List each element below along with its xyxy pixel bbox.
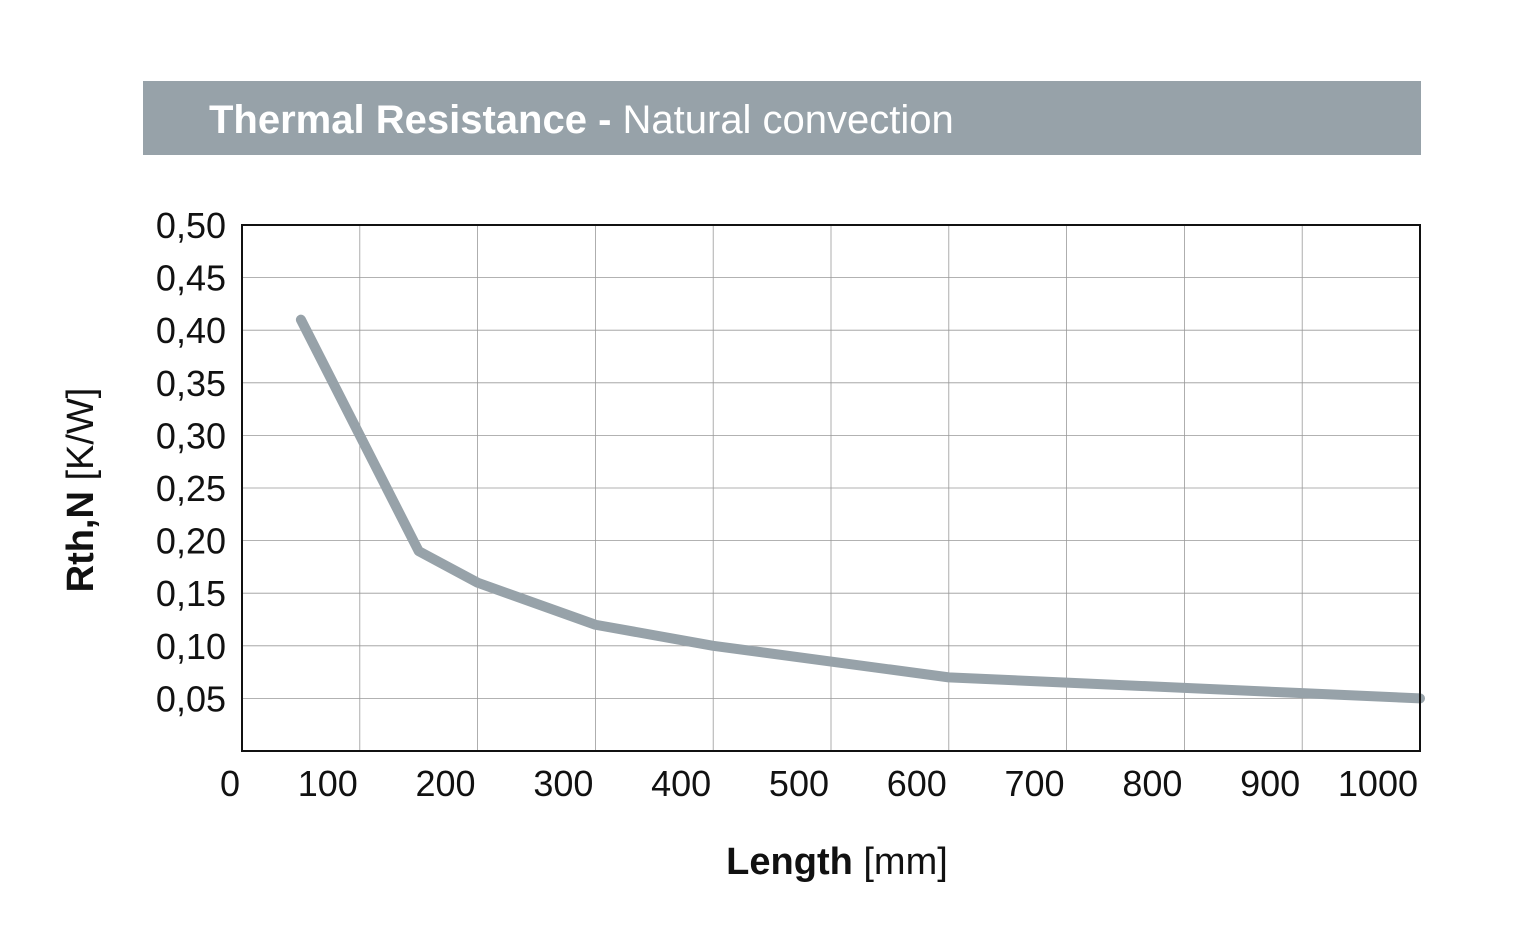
x-tick-labels: 0 100 200 300 400 500 600 700 800 900 1000 <box>220 763 1418 804</box>
title-main: Thermal Resistance <box>209 98 587 142</box>
x-tick-label: 200 <box>416 763 476 804</box>
title-separator: - <box>587 98 623 142</box>
x-tick-label: 900 <box>1240 763 1300 804</box>
series-line <box>295 314 1425 704</box>
x-tick-label: 0 <box>220 763 240 804</box>
y-axis-label-unit: [K/W] <box>60 388 102 481</box>
title-subtitle: Natural convection <box>623 98 954 142</box>
title-banner <box>143 81 1421 155</box>
plot-frame <box>241 224 1421 752</box>
y-axis-label-name: Rth,N <box>60 491 102 592</box>
y-tick-label: 0,45 <box>156 258 226 299</box>
y-axis-label: Rth,N [K/W] <box>60 388 102 593</box>
y-axis-label-space <box>60 481 102 492</box>
x-axis-label-name: Length <box>726 841 853 883</box>
x-tick-label: 600 <box>887 763 947 804</box>
y-tick-label: 0,50 <box>156 205 226 246</box>
y-tick-label: 0,20 <box>156 521 226 562</box>
x-tick-label: 700 <box>1005 763 1065 804</box>
x-axis-label-space <box>853 841 864 883</box>
x-tick-label: 1000 <box>1338 763 1418 804</box>
y-tick-labels: 0,05 0,10 0,15 0,20 0,25 0,30 0,35 0,40 0,45 0,50 <box>156 205 226 719</box>
x-tick-label: 400 <box>651 763 711 804</box>
y-tick-label: 0,30 <box>156 415 226 456</box>
y-tick-label: 0,05 <box>156 678 226 719</box>
x-axis-label-unit: [mm] <box>863 841 947 883</box>
x-tick-label: 500 <box>769 763 829 804</box>
y-tick-label: 0,15 <box>156 573 226 614</box>
x-tick-label: 300 <box>533 763 593 804</box>
grid <box>242 225 1420 751</box>
y-tick-label: 0,35 <box>156 363 226 404</box>
y-tick-label: 0,25 <box>156 468 226 509</box>
y-tick-label: 0,10 <box>156 626 226 667</box>
chart-title: Thermal Resistance - Natural convection <box>209 98 954 142</box>
x-tick-label: 800 <box>1122 763 1182 804</box>
x-axis-label: Length [mm] <box>726 841 948 883</box>
series-layer <box>295 314 1425 704</box>
x-tick-label: 100 <box>298 763 358 804</box>
y-tick-label: 0,40 <box>156 310 226 351</box>
